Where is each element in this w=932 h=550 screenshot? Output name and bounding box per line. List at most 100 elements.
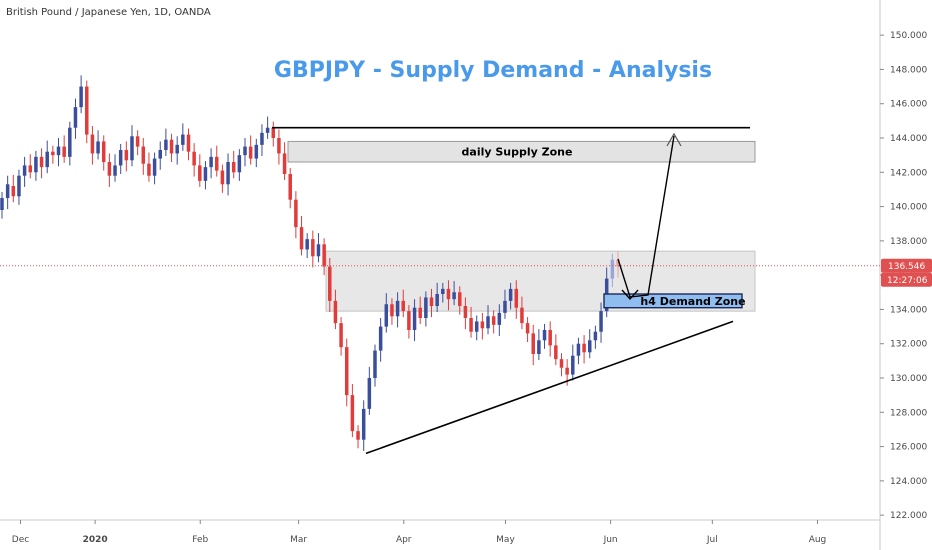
candle-body [514, 288, 519, 308]
trendline[interactable] [365, 320, 734, 455]
candle-body [68, 127, 72, 157]
candle-body [463, 306, 468, 318]
candle-body [124, 150, 129, 161]
candle-body [288, 174, 292, 200]
candle-body [344, 347, 349, 396]
candle-body [254, 144, 259, 159]
candle-body [107, 162, 112, 176]
y-tick-label: 142.000 [890, 168, 927, 178]
candle-body [469, 318, 473, 332]
x-tick-label: May [496, 535, 515, 545]
candle-body [378, 326, 383, 351]
candle-body [474, 321, 479, 332]
candle-body [265, 127, 270, 133]
candle-body [215, 156, 219, 171]
y-tick-label: 134.000 [890, 305, 927, 315]
candle-body [282, 153, 287, 174]
candle-body [164, 139, 168, 150]
candle-body [480, 321, 485, 329]
candle-body [11, 186, 16, 197]
candle-body [395, 300, 400, 317]
candle-body [203, 167, 208, 181]
candle-body [152, 158, 157, 176]
candle-body [367, 378, 372, 409]
candle-body [79, 86, 83, 108]
candle-body [141, 146, 146, 164]
candle-body [316, 244, 321, 257]
candle-body [328, 266, 332, 301]
candle-body [198, 165, 202, 181]
candle-body [576, 343, 581, 356]
candle-body [503, 300, 507, 313]
candle-body [85, 86, 89, 135]
candle-body [401, 300, 405, 312]
projection-path[interactable] [617, 135, 675, 298]
current-price-tag [881, 258, 932, 273]
candle-body [435, 294, 439, 306]
candle-body [610, 259, 615, 279]
candle-body [593, 331, 598, 341]
candle-body [96, 141, 100, 154]
candle-body [62, 146, 66, 157]
candle-body [231, 162, 236, 173]
y-tick-label: 144.000 [890, 134, 927, 144]
candle-body [175, 144, 179, 154]
y-tick-label: 146.000 [890, 100, 927, 110]
candle-body [350, 395, 355, 432]
candle-body [209, 156, 213, 168]
candle-body [248, 146, 253, 159]
y-tick-label: 124.000 [890, 477, 927, 487]
y-tick-label: 126.000 [890, 443, 927, 453]
y-tick-label: 130.000 [890, 374, 927, 384]
x-tick-label: Feb [192, 535, 208, 545]
x-tick-label: Dec [12, 535, 29, 545]
candle-body [311, 239, 315, 257]
candle-body [17, 175, 21, 197]
chart-title: GBPJPY - Supply Demand - Analysis [274, 58, 712, 83]
candle-body [559, 359, 564, 368]
candle-body [135, 136, 140, 147]
countdown-value: 12:27:06 [887, 276, 928, 286]
arrow-up-icon [666, 132, 682, 147]
candle-body [497, 312, 502, 325]
x-tick-label: Jun [603, 535, 618, 545]
y-tick-label: 128.000 [890, 408, 927, 418]
candle-body [243, 146, 247, 156]
candle-body [237, 155, 242, 173]
candle-body [486, 316, 490, 329]
x-tick-label: Aug [809, 535, 827, 545]
candle-body [390, 304, 394, 317]
candle-body [452, 292, 456, 300]
candle-body [384, 304, 389, 327]
candle-body [34, 156, 38, 173]
candles [0, 75, 620, 451]
candle-body [271, 127, 276, 138]
y-tick-label: 138.000 [890, 237, 927, 247]
candle-body [571, 355, 575, 375]
candle-body [412, 307, 417, 330]
candle-body [361, 408, 366, 440]
candle-body [339, 323, 343, 348]
candle-body [525, 323, 530, 334]
candle-body [192, 151, 196, 166]
candle-body [508, 288, 513, 301]
y-tick-label: 148.000 [890, 65, 927, 75]
candle-body [441, 288, 445, 294]
candle-body [424, 297, 428, 318]
candle-body [5, 184, 10, 198]
candle-body [39, 156, 44, 168]
candle-body [429, 297, 434, 306]
candle-body [181, 134, 185, 145]
candle-body [599, 311, 603, 332]
candle-body [90, 134, 95, 154]
h4-demand-zone[interactable] [603, 293, 743, 309]
candle-body [446, 288, 451, 300]
supply-zone-label: daily Supply Zone [462, 146, 573, 159]
candle-body [531, 333, 535, 354]
candle-body [186, 134, 191, 152]
candle-body [418, 307, 422, 318]
daily-supply-zone[interactable] [287, 140, 756, 163]
candle-body [0, 198, 4, 210]
current-price-value: 136.546 [888, 262, 925, 272]
